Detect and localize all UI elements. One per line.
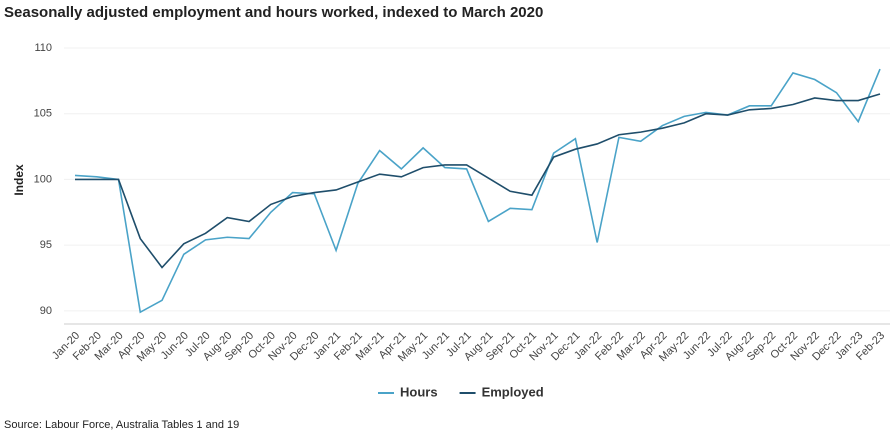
y-tick-label: 105 [34, 108, 52, 120]
chart-title: Seasonally adjusted employment and hours… [4, 4, 543, 21]
line-series [74, 68, 881, 314]
y-tick-label: 95 [40, 239, 52, 251]
source-note: Source: Labour Force, Australia Tables 1… [4, 419, 239, 431]
line-series [75, 93, 881, 269]
y-tick-label: 90 [40, 305, 52, 317]
y-axis-label: Index [12, 164, 26, 196]
legend-label: Employed [482, 384, 544, 399]
legend-label: Hours [400, 384, 438, 399]
y-tick-label: 110 [34, 42, 52, 54]
y-tick-label: 100 [34, 173, 52, 185]
